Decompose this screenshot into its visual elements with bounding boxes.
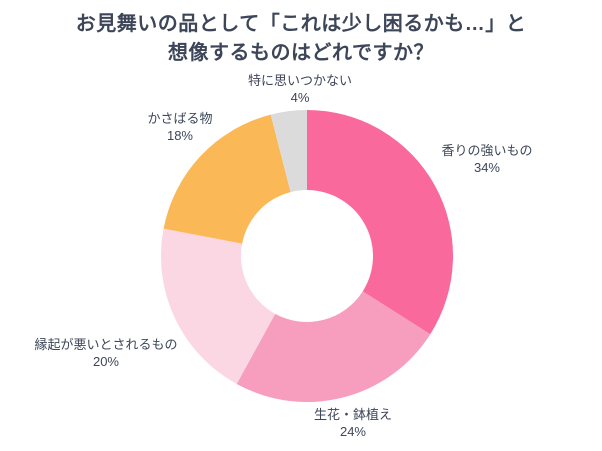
- donut-slice-4: [270, 110, 307, 193]
- slice-label-strong-scent: 香りの強いもの 34%: [441, 143, 532, 176]
- slice-label-bad-luck: 縁起が悪いとされるもの 20%: [34, 337, 177, 370]
- slice-label-name: 縁起が悪いとされるもの: [34, 337, 178, 352]
- chart-title-line1: お見舞いの品として「これは少し困るかも…」と: [75, 13, 527, 35]
- slice-label-fresh-flowers: 生花・鉢植え 24%: [314, 407, 392, 440]
- slice-label-name: 特に思いつかない: [247, 73, 353, 88]
- chart-title-line2: 想像するものはどれですか？: [168, 42, 434, 64]
- slice-label-name: 生花・鉢植え: [313, 407, 393, 422]
- slice-label-name: かさばる物: [147, 111, 213, 126]
- chart-title: お見舞いの品として「これは少し困るかも…」と 想像するものはどれですか？: [0, 10, 602, 68]
- donut-slice-2: [161, 228, 276, 384]
- slice-label-percent: 24%: [339, 423, 367, 439]
- slice-label-name: 香りの強いもの: [441, 143, 533, 158]
- slice-label-percent: 20%: [92, 353, 120, 369]
- donut-slice-3: [163, 114, 291, 244]
- slice-label-percent: 18%: [166, 127, 194, 143]
- slice-label-percent: 4%: [290, 89, 310, 105]
- slice-label-nothing-particular: 特に思いつかない 4%: [248, 73, 352, 106]
- slice-label-percent: 34%: [473, 159, 501, 175]
- slice-label-bulky-items: かさばる物 18%: [147, 111, 212, 144]
- donut-slice-1: [236, 291, 431, 403]
- donut-slice-0: [307, 110, 453, 335]
